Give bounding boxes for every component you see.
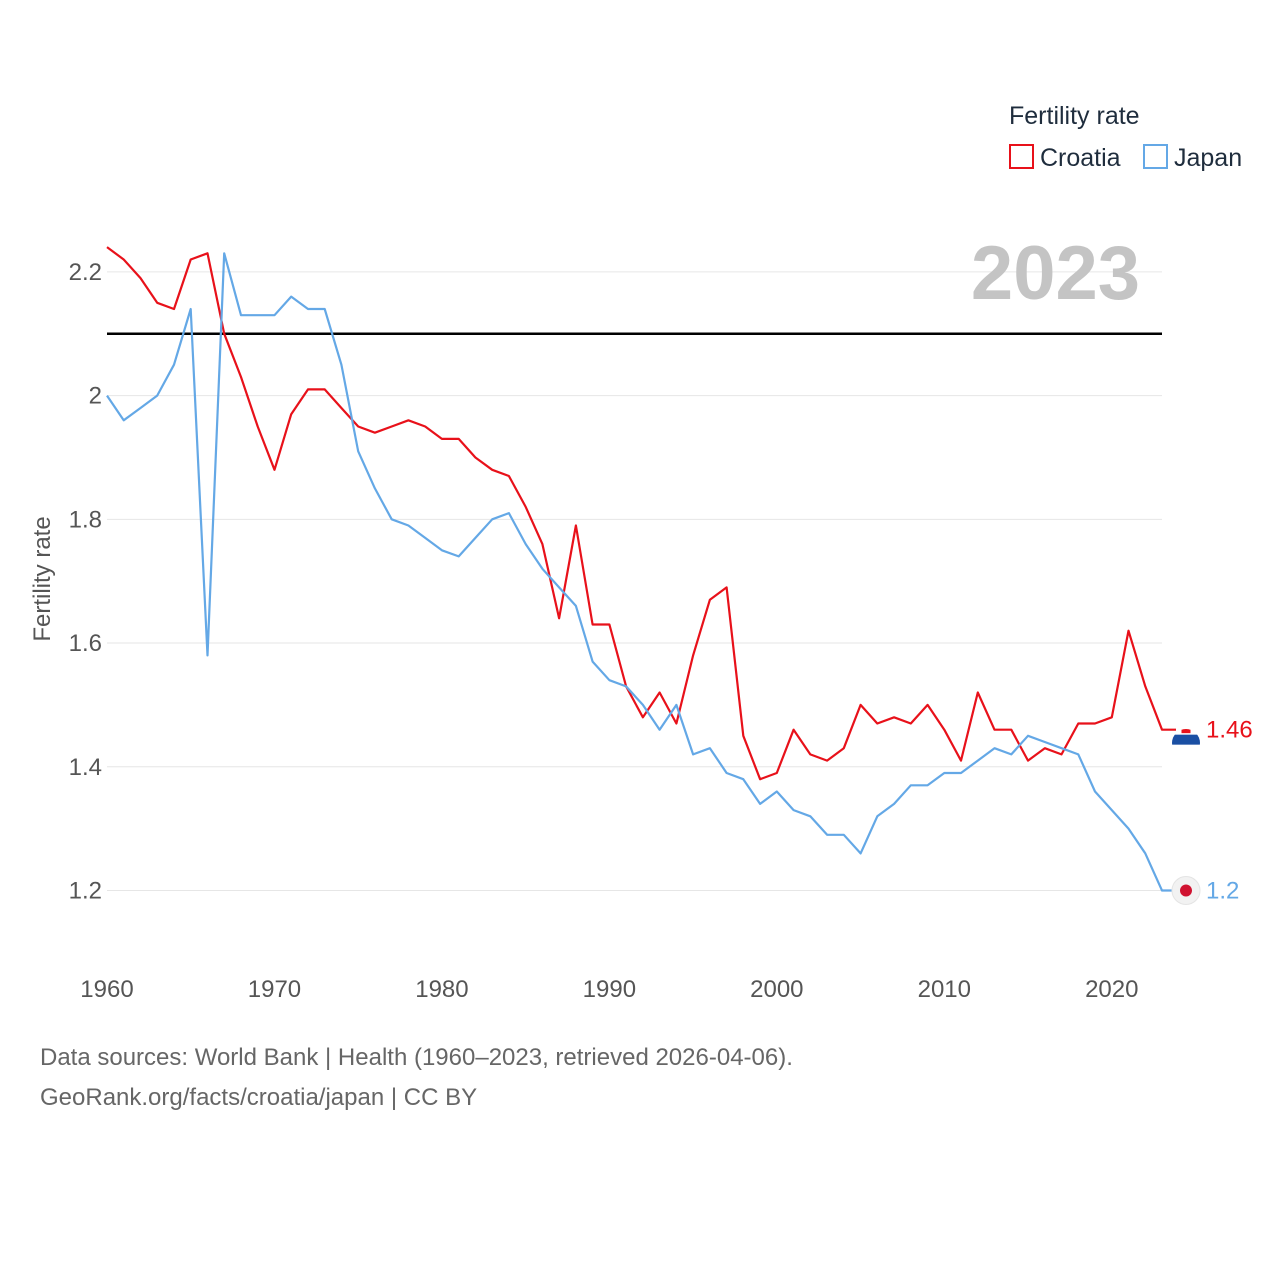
legend-swatch-japan bbox=[1143, 144, 1168, 169]
legend-label-croatia: Croatia bbox=[1040, 144, 1121, 172]
series-line-croatia bbox=[106, 246, 1176, 781]
x-tick-label: 2020 bbox=[1085, 976, 1138, 1003]
y-tick-label: 1.4 bbox=[69, 754, 102, 781]
flag-coat-of-arms bbox=[1180, 729, 1192, 735]
y-tick-label: 2 bbox=[89, 383, 102, 410]
x-tick-label: 2000 bbox=[750, 976, 803, 1003]
x-tick-label: 1960 bbox=[80, 976, 133, 1003]
legend-label-japan: Japan bbox=[1174, 144, 1242, 172]
y-tick-label: 1.6 bbox=[69, 630, 102, 657]
end-label-japan: 1.2 bbox=[1206, 878, 1239, 905]
x-tick-label: 1990 bbox=[583, 976, 636, 1003]
flag-stripe-blue bbox=[1172, 734, 1200, 745]
y-tick-label: 2.2 bbox=[69, 259, 102, 286]
series-line-japan bbox=[106, 252, 1176, 892]
y-tick-label: 1.8 bbox=[69, 506, 102, 533]
end-label-croatia: 1.46 bbox=[1206, 717, 1253, 744]
y-axis-title: Fertility rate bbox=[29, 516, 56, 641]
legend-swatch-croatia bbox=[1009, 144, 1034, 169]
flag-stripe-red bbox=[1171, 715, 1201, 725]
x-tick-label: 1970 bbox=[248, 976, 301, 1003]
x-tick-label: 2010 bbox=[918, 976, 971, 1003]
attribution-text: GeoRank.org/facts/croatia/japan | CC BY bbox=[40, 1084, 478, 1111]
x-tick-label: 1980 bbox=[415, 976, 468, 1003]
data-source-text: Data sources: World Bank | Health (1960–… bbox=[40, 1044, 793, 1071]
axis-labels: 1.2 1.4 1.6 1.8 2 2.2 1960 1970 1980 1990 2000 2010… bbox=[69, 259, 1139, 1003]
y-tick-label: 1.2 bbox=[69, 878, 102, 905]
legend-title: Fertility rate bbox=[1009, 102, 1140, 130]
series-layer: 1.46 1.2 bbox=[106, 246, 1253, 906]
legend: Fertility rate Croatia Japan bbox=[1009, 102, 1242, 172]
croatia-flag-icon bbox=[1171, 715, 1201, 745]
legend-item-japan[interactable]: Japan bbox=[1143, 144, 1242, 172]
grid-lines bbox=[107, 271, 1162, 892]
japan-flag-disc bbox=[1180, 884, 1192, 897]
legend-item-croatia[interactable]: Croatia bbox=[1009, 144, 1121, 172]
year-label: 2023 bbox=[971, 231, 1140, 316]
